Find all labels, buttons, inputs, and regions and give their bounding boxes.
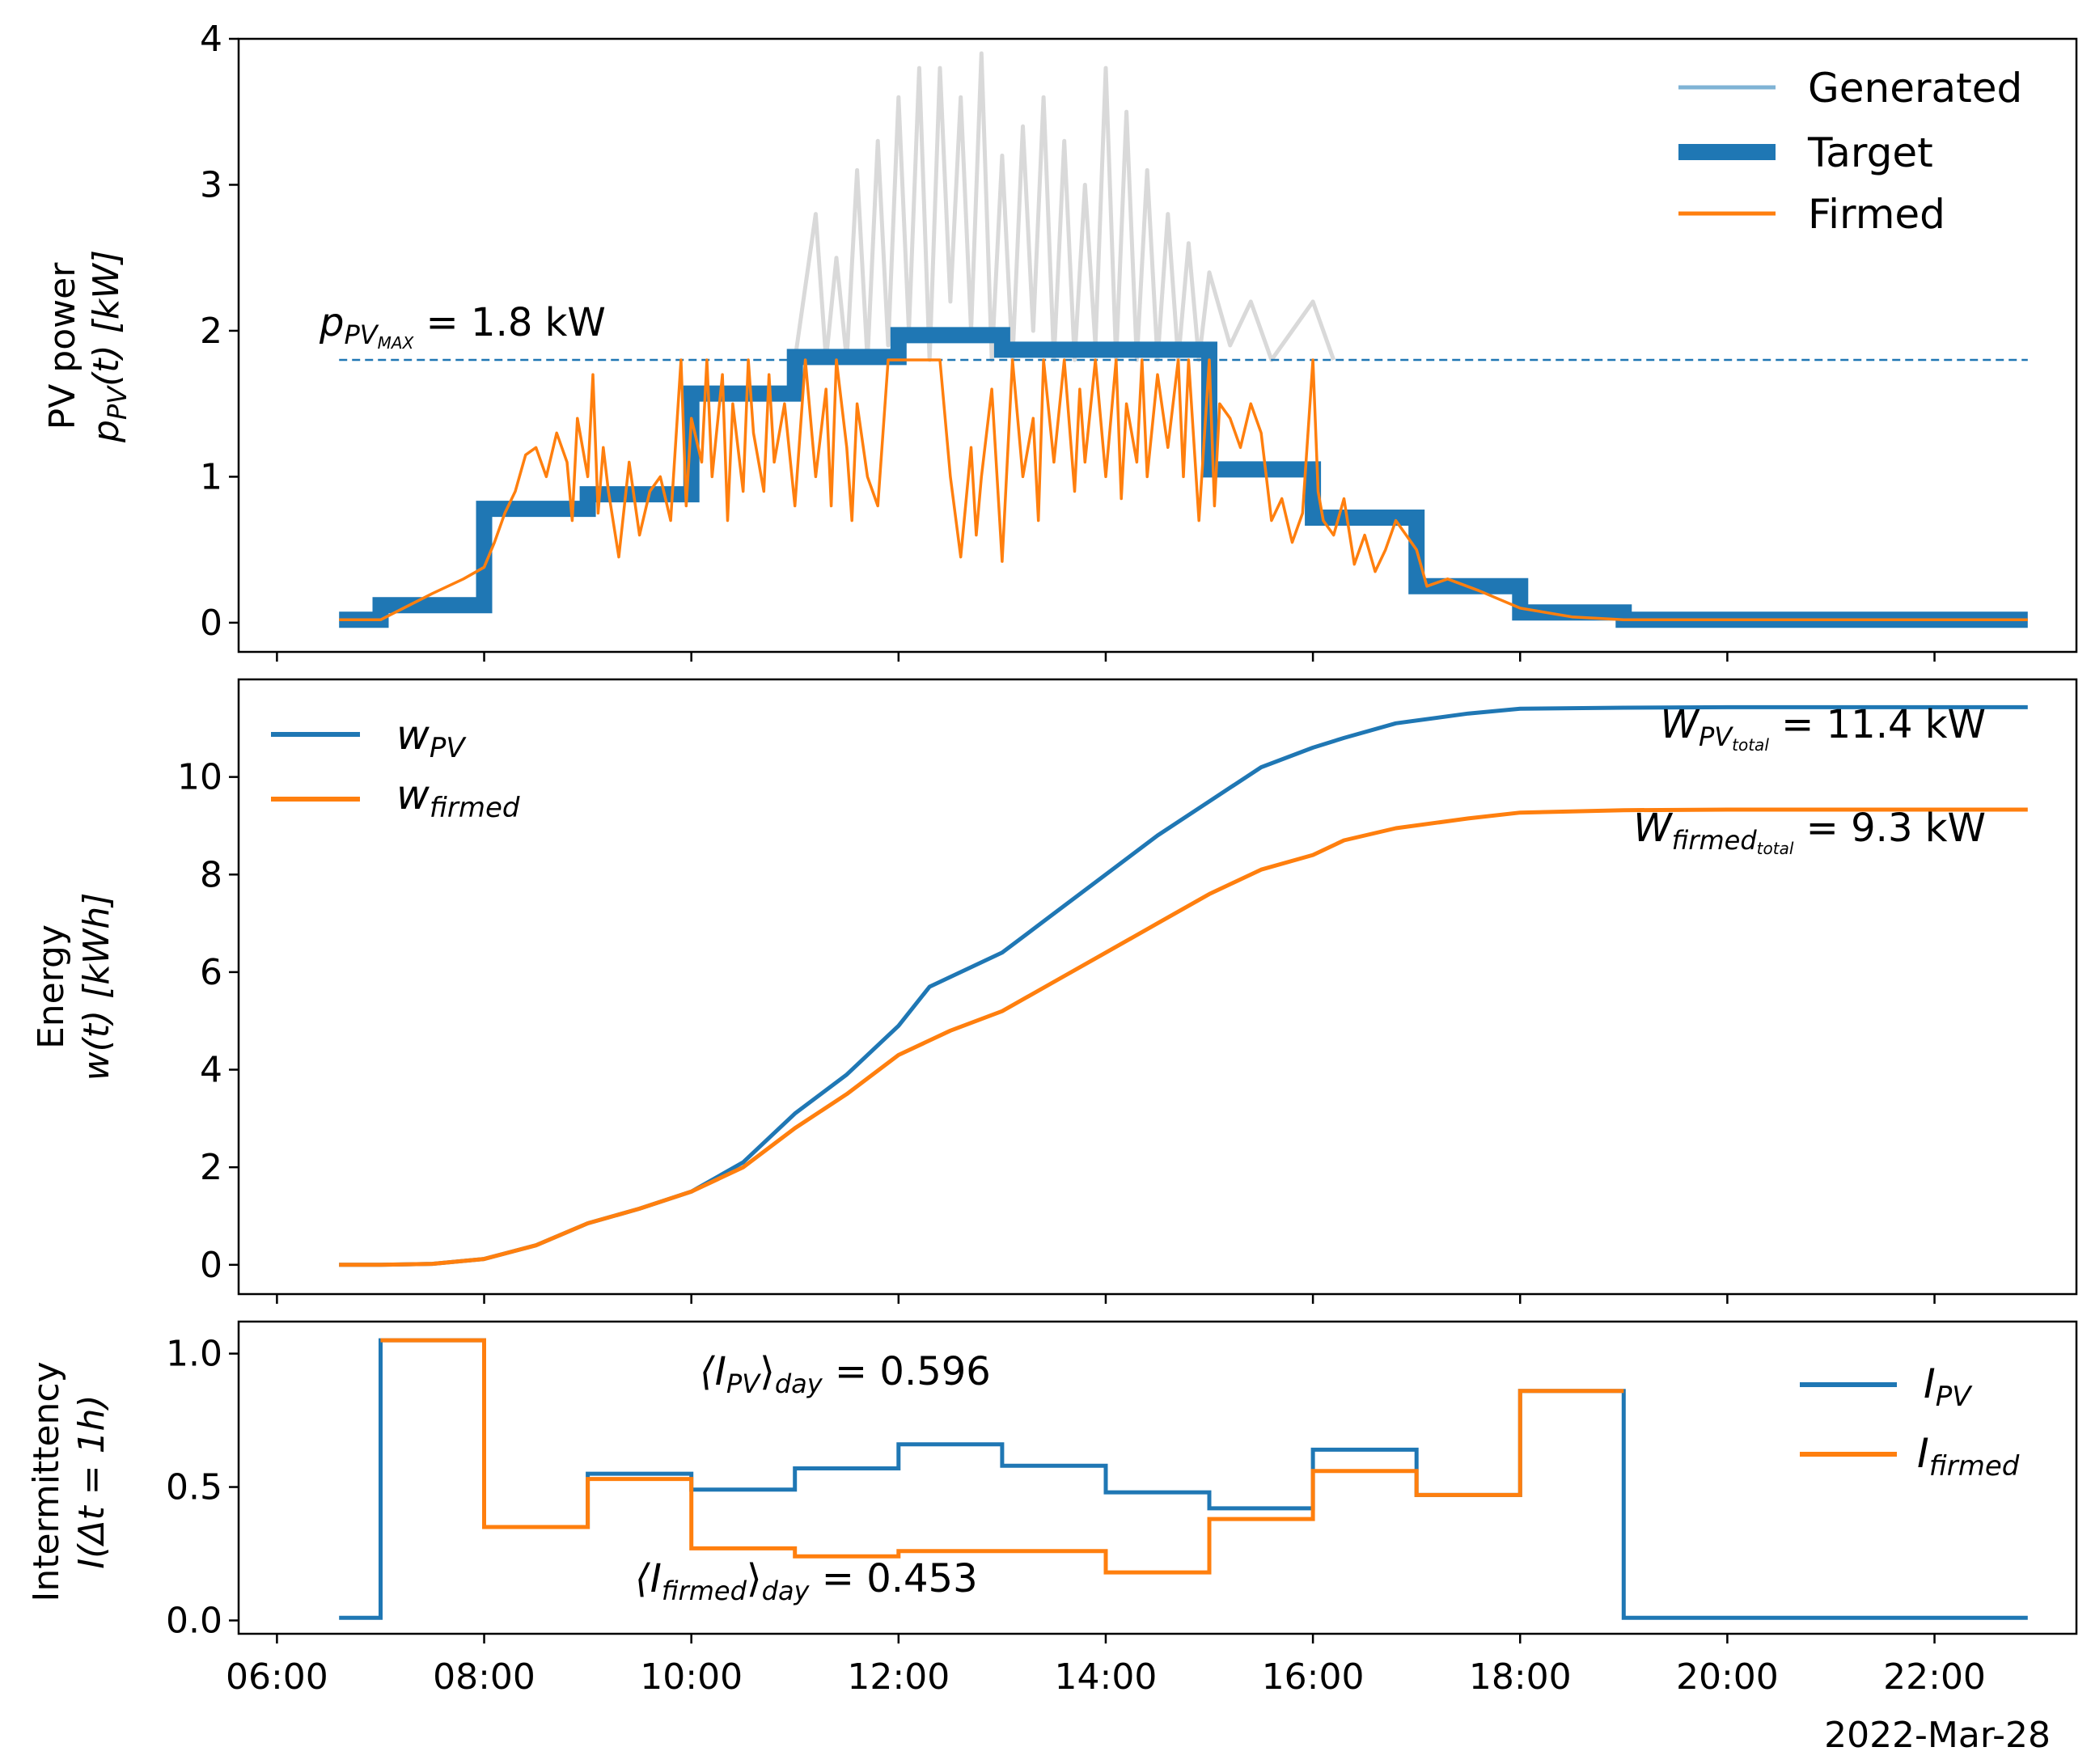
xtick-label: 08:00 bbox=[433, 1656, 535, 1698]
ytick-label: 1.0 bbox=[166, 1334, 222, 1375]
panel3-legend: IPV Ifirmed bbox=[1800, 1360, 2020, 1483]
ytick-label: 4 bbox=[200, 19, 222, 60]
panel2-marks bbox=[339, 704, 2028, 1267]
xtick-label: 18:00 bbox=[1469, 1656, 1572, 1698]
legend-wpv-label: wPV bbox=[396, 712, 467, 764]
series-wpv-line bbox=[339, 704, 2028, 1267]
legend-wfirmed-label: wfirmed bbox=[396, 772, 520, 824]
panel-energy: 0 2 4 6 8 10 Energy w(t) [kWh] wPV wfirmed WP… bbox=[31, 678, 2078, 1304]
panel-intermittency: 0.0 0.5 1.0 06:00 08:00 10:00 12:00 14:00 16:00… bbox=[26, 1320, 2078, 1756]
legend-firmed-label: Firmed bbox=[1808, 191, 1945, 238]
wpv-total-annotation: WPVtotal = 11.4 kW bbox=[1660, 702, 1986, 755]
panel3-frame bbox=[237, 1320, 2078, 1635]
panel2-yticks: 0 2 4 6 8 10 bbox=[177, 757, 239, 1286]
ipv-day-annotation: ⟨IPV⟩day = 0.596 bbox=[700, 1349, 991, 1399]
ytick-label: 6 bbox=[200, 952, 222, 993]
series-ifirmed-step bbox=[380, 1338, 1624, 1575]
ytick-label: 0.5 bbox=[166, 1467, 222, 1508]
ytick-label: 0.0 bbox=[166, 1601, 222, 1642]
xtick-label: 20:00 bbox=[1676, 1656, 1779, 1698]
panel1-ylabel-line2: pPV(t) [kW] bbox=[86, 250, 133, 443]
ytick-label: 4 bbox=[200, 1050, 222, 1091]
panel2-frame bbox=[237, 678, 2078, 1296]
panel3-xticks: 06:00 08:00 10:00 12:00 14:00 16:00 18:00 20:00… bbox=[226, 1634, 1986, 1698]
panel2-ylabel-line2: w(t) [kWh] bbox=[76, 893, 117, 1081]
panel1-marks bbox=[339, 51, 2028, 628]
panel1-ylabel-line1: PV power bbox=[42, 262, 83, 430]
ytick-label: 0 bbox=[200, 1245, 222, 1286]
legend-target-label: Target bbox=[1807, 129, 1933, 176]
ytick-label: 0 bbox=[200, 603, 222, 644]
ytick-label: 2 bbox=[200, 311, 222, 352]
legend-ipv-label: IPV bbox=[1924, 1360, 1973, 1413]
ytick-label: 10 bbox=[177, 757, 222, 798]
panel2-xticks bbox=[276, 1294, 1936, 1304]
series-firmed-line bbox=[339, 358, 2028, 622]
panel2-legend: wPV wfirmed bbox=[271, 712, 520, 824]
ifirmed-day-annotation: ⟨Ifirmed⟩day = 0.453 bbox=[635, 1556, 978, 1606]
xtick-label: 16:00 bbox=[1262, 1656, 1365, 1698]
panel3-ylabel-line1: Intermittency bbox=[26, 1361, 67, 1601]
ytick-label: 3 bbox=[200, 164, 222, 205]
xaxis-date-label: 2022-Mar-28 bbox=[1824, 1715, 2051, 1756]
panel3-yticks: 0.0 0.5 1.0 bbox=[166, 1334, 239, 1642]
panel1-frame bbox=[237, 37, 2078, 654]
legend-generated-label: Generated bbox=[1808, 65, 2022, 112]
xtick-label: 10:00 bbox=[640, 1656, 743, 1698]
ytick-label: 1 bbox=[200, 456, 222, 497]
pmax-annotation: pPVMAX = 1.8 kW bbox=[319, 300, 606, 353]
wfirmed-total-annotation: Wfirmedtotal = 9.3 kW bbox=[1633, 806, 1986, 858]
series-generated-line bbox=[793, 51, 1336, 362]
panel3-ylabel-line2: I(Δt = 1h) bbox=[71, 1394, 112, 1568]
xtick-label: 14:00 bbox=[1055, 1656, 1158, 1698]
panel1-legend: Generated Target Firmed bbox=[1678, 65, 2022, 238]
ytick-label: 2 bbox=[200, 1147, 222, 1188]
xtick-label: 06:00 bbox=[226, 1656, 328, 1698]
legend-ifirmed-label: Ifirmed bbox=[1917, 1430, 2020, 1483]
xtick-label: 12:00 bbox=[847, 1656, 950, 1698]
ytick-label: 8 bbox=[200, 854, 222, 895]
panel1-yticks: 0 1 2 3 4 bbox=[200, 19, 239, 644]
panel-pv-power: 0 1 2 3 4 PV power pPV(t) [kW] pPVMAX = 1.8 … bbox=[42, 19, 2078, 662]
series-wfirmed-line bbox=[339, 807, 2028, 1267]
panel3-marks bbox=[339, 1338, 2028, 1620]
panel1-xticks bbox=[276, 652, 1936, 662]
xtick-label: 22:00 bbox=[1883, 1656, 1986, 1698]
panel2-ylabel-line1: Energy bbox=[31, 924, 72, 1049]
